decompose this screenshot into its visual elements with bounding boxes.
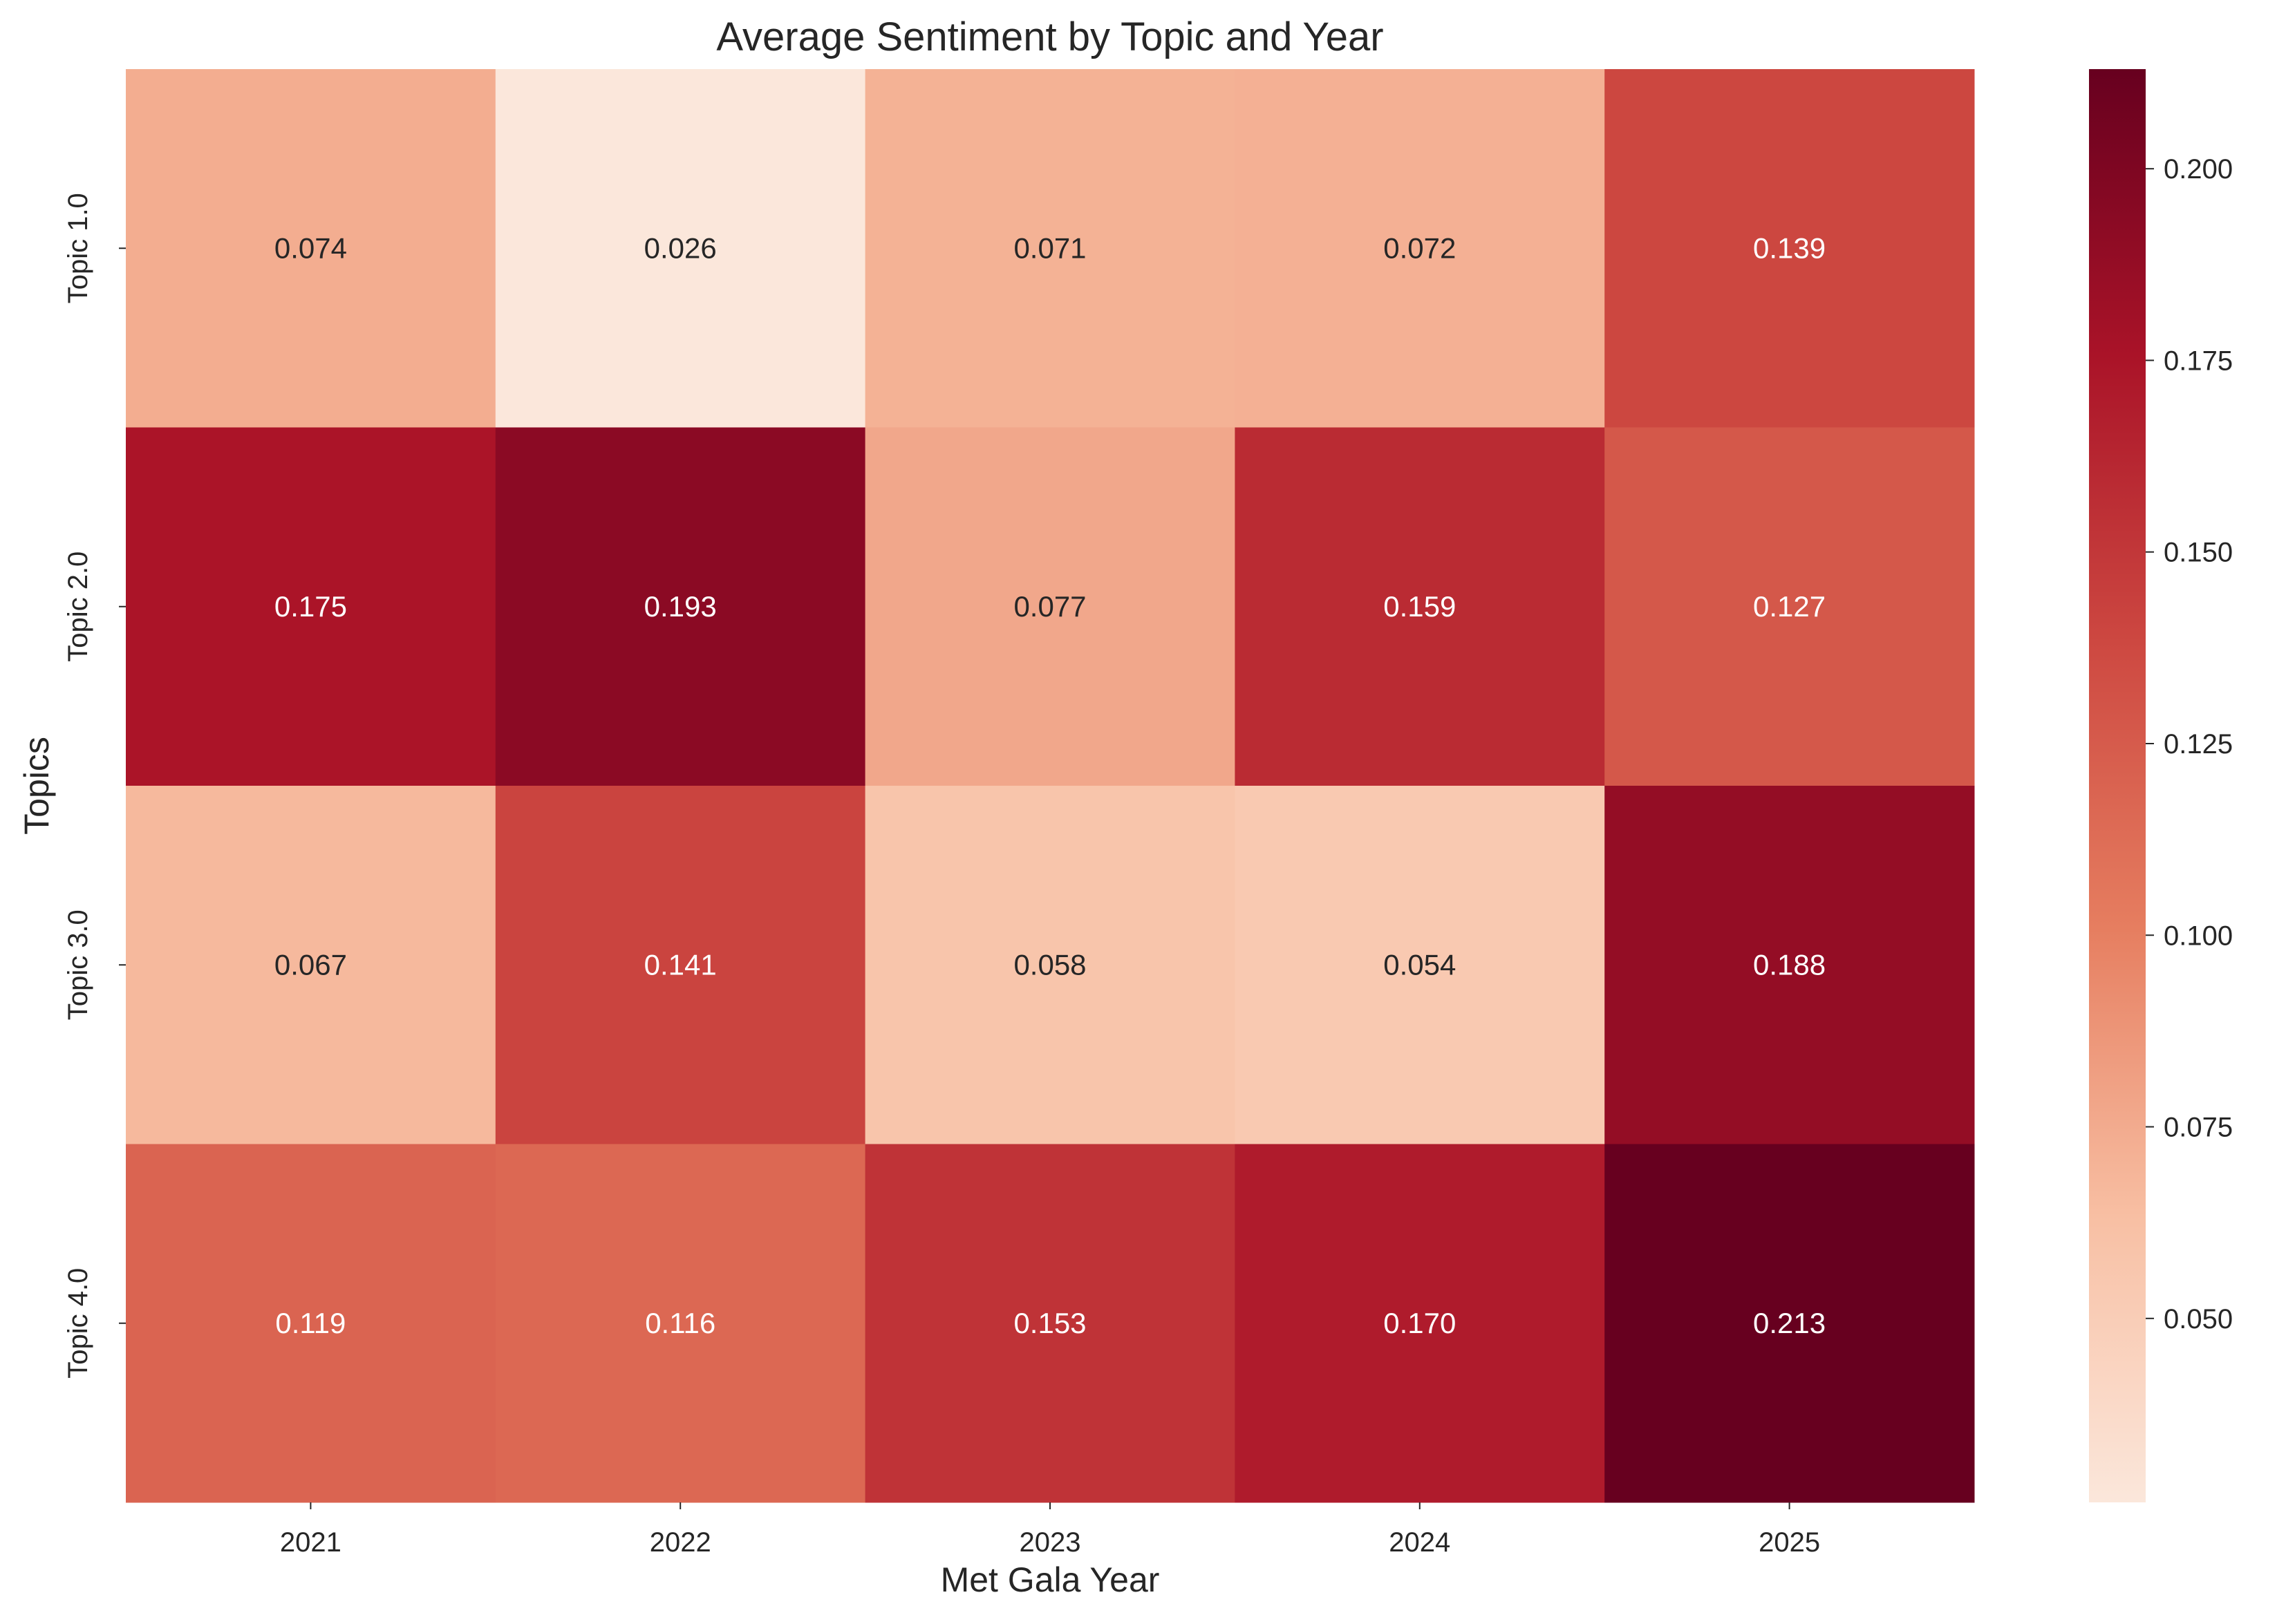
heatmap-cells: 0.074 0.026 0.071 0.072 0.139 0.175 0.193 0.077… xyxy=(126,69,1975,1503)
colorbar-tick-label: 0.150 xyxy=(2164,538,2233,568)
heatmap-cell xyxy=(865,69,1235,428)
cell-value-label: 0.193 xyxy=(644,590,717,623)
heatmap-cell xyxy=(1235,69,1605,428)
colorbar-tick-label: 0.200 xyxy=(2164,154,2233,185)
cell-value-label: 0.153 xyxy=(1013,1307,1086,1339)
heatmap-cell xyxy=(126,427,496,786)
heatmap-cell xyxy=(1235,786,1605,1144)
colorbar-tick-label: 0.175 xyxy=(2164,346,2233,376)
x-tick-label: 2024 xyxy=(1389,1527,1450,1558)
colorbar-ticks: 0.050 0.075 0.100 0.125 0.150 0.175 0.200 xyxy=(2146,154,2233,1334)
colorbar-tick-label: 0.100 xyxy=(2164,920,2233,951)
cell-value-label: 0.074 xyxy=(274,232,347,264)
colorbar-tick-label: 0.050 xyxy=(2164,1304,2233,1334)
cell-value-label: 0.159 xyxy=(1383,590,1456,623)
colorbar xyxy=(2089,69,2146,1502)
heatmap-cell xyxy=(1604,427,1975,786)
heatmap-cell xyxy=(495,786,866,1144)
colorbar-tick-label: 0.075 xyxy=(2164,1113,2233,1143)
x-axis-label: Met Gala Year xyxy=(941,1560,1160,1599)
heatmap-cell xyxy=(495,69,866,428)
cell-value-label: 0.054 xyxy=(1383,948,1456,981)
heatmap-cell xyxy=(1604,786,1975,1144)
x-tick-label: 2022 xyxy=(650,1527,711,1558)
heatmap-cell xyxy=(1235,1144,1605,1503)
cell-value-label: 0.127 xyxy=(1753,590,1826,623)
x-axis-ticks: 2021 2022 2023 2024 2025 xyxy=(280,1502,1820,1558)
x-tick-label: 2021 xyxy=(280,1527,341,1558)
cell-value-label: 0.116 xyxy=(645,1307,715,1339)
heatmap-cell xyxy=(126,69,496,428)
heatmap-cell xyxy=(865,427,1235,786)
y-tick-label: Topic 1.0 xyxy=(63,193,93,303)
heatmap-cell xyxy=(495,427,866,786)
cell-value-label: 0.119 xyxy=(275,1307,346,1339)
heatmap-cell xyxy=(1604,1144,1975,1503)
y-axis-ticks: Topic 1.0 Topic 2.0 Topic 3.0 Topic 4.0 xyxy=(63,193,126,1379)
heatmap-cell xyxy=(865,786,1235,1144)
cell-value-label: 0.175 xyxy=(274,590,347,623)
cell-value-label: 0.213 xyxy=(1753,1307,1826,1339)
cell-value-label: 0.077 xyxy=(1013,590,1086,623)
cell-value-label: 0.139 xyxy=(1753,232,1826,264)
y-tick-label: Topic 4.0 xyxy=(63,1268,93,1379)
chart-title: Average Sentiment by Topic and Year xyxy=(716,15,1383,59)
cell-value-label: 0.058 xyxy=(1013,948,1086,981)
x-tick-label: 2023 xyxy=(1020,1527,1081,1558)
cell-value-label: 0.170 xyxy=(1383,1307,1456,1339)
heatmap-cell xyxy=(1604,69,1975,428)
y-axis-label: Topics xyxy=(17,737,56,835)
cell-value-label: 0.141 xyxy=(644,948,717,981)
colorbar-tick-label: 0.125 xyxy=(2164,729,2233,759)
heatmap-cell xyxy=(865,1144,1235,1503)
x-tick-label: 2025 xyxy=(1759,1527,1820,1558)
y-tick-label: Topic 3.0 xyxy=(63,909,93,1020)
cell-value-label: 0.026 xyxy=(644,232,717,264)
y-tick-label: Topic 2.0 xyxy=(63,551,93,662)
cell-value-label: 0.072 xyxy=(1383,232,1456,264)
heatmap-cell xyxy=(1235,427,1605,786)
heatmap-cell xyxy=(495,1144,866,1503)
heatmap-cell xyxy=(126,1144,496,1503)
heatmap-cell xyxy=(126,786,496,1144)
cell-value-label: 0.188 xyxy=(1753,948,1826,981)
cell-value-label: 0.067 xyxy=(274,948,347,981)
cell-value-label: 0.071 xyxy=(1013,232,1086,264)
